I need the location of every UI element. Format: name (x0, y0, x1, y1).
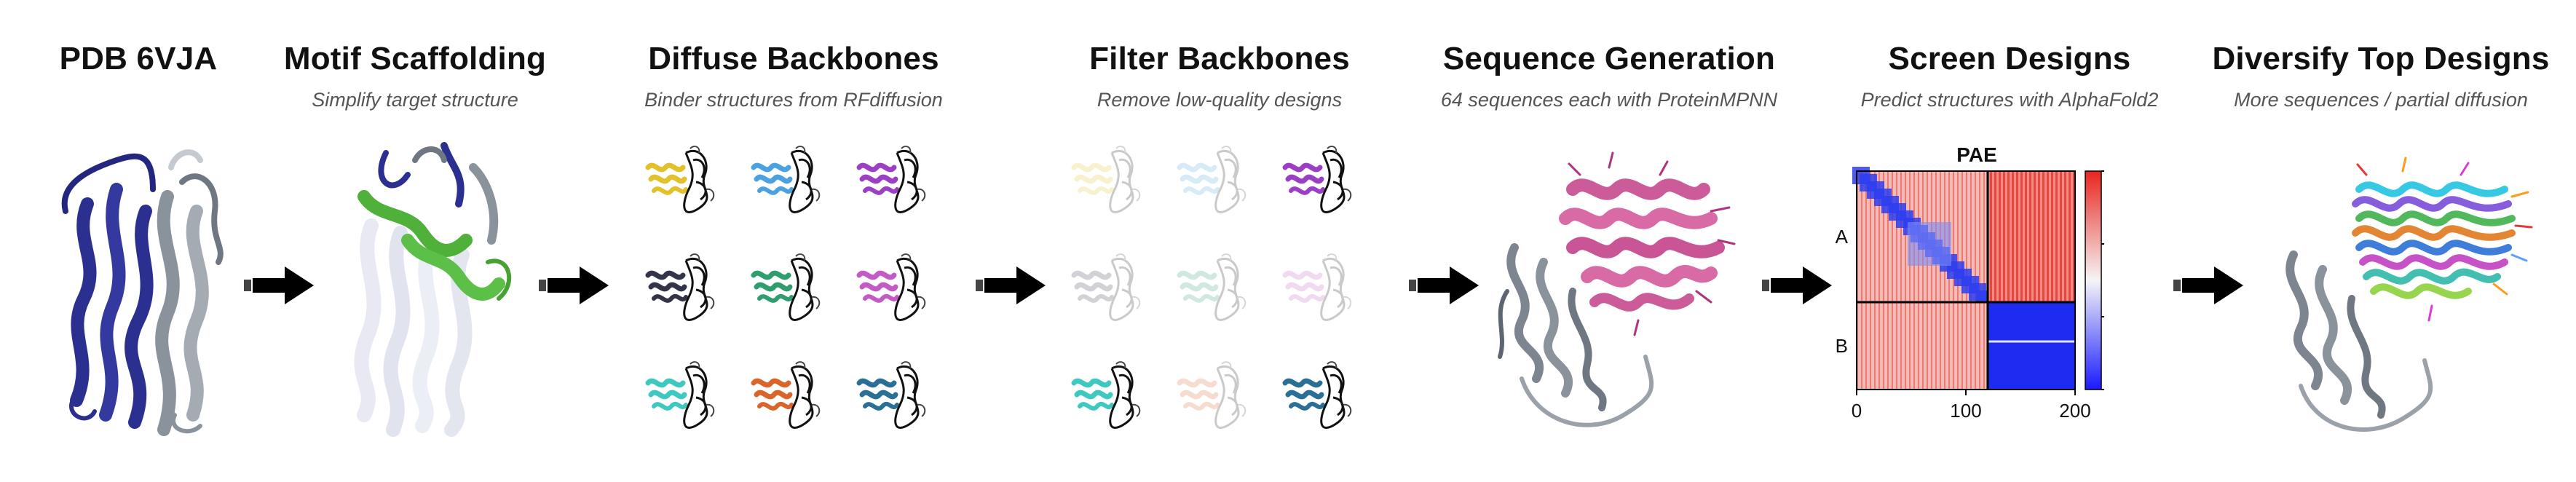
designed-complex-image (1498, 151, 1736, 427)
arrow-right-icon (976, 266, 1046, 304)
backbone-thumbnail (751, 361, 821, 429)
backbone-thumbnail (856, 253, 926, 321)
backbone-thumbnail (751, 146, 821, 213)
backbone-thumbnail (645, 253, 715, 321)
backbone-thumbnail (1282, 253, 1352, 321)
row-label-b: B (1836, 335, 1848, 357)
x-tick-label: 100 (1950, 400, 1981, 422)
backbone-thumbnail (1177, 361, 1246, 429)
backbone-thumbnail (856, 146, 926, 213)
arrow-right-icon (1762, 266, 1832, 304)
panel-subtitle: Simplify target structure (312, 89, 518, 111)
backbone-thumbnail (1177, 253, 1246, 321)
diversified-ensemble-image (2285, 157, 2533, 432)
panel-title: Motif Scaffolding (283, 41, 547, 76)
panel-pdb: PDB 6VJA (29, 0, 248, 482)
motif-structure-image (354, 142, 512, 437)
arrow-right-icon (539, 266, 609, 304)
panel-filter-backbones: Filter Backbones Remove low-quality desi… (1048, 0, 1391, 482)
pae-title: PAE (1956, 143, 1997, 166)
backbone-grid (645, 146, 926, 429)
arrow-right-icon (244, 266, 314, 304)
pae-heatmap: PAE AB01002000102030 (1836, 143, 2104, 422)
arrow-right-icon (2173, 266, 2243, 304)
backbone-thumbnail (1282, 146, 1352, 213)
panel-sequence-generation: Sequence Generation 64 sequences each wi… (1427, 0, 1791, 482)
panel-title: Sequence Generation (1442, 41, 1776, 76)
panel-title: Diversify Top Designs (2212, 41, 2550, 76)
panel-title: PDB 6VJA (59, 41, 218, 76)
x-tick-label: 0 (1852, 400, 1862, 422)
backbone-thumbnail (645, 146, 715, 213)
panel-subtitle: 64 sequences each with ProteinMPNN (1440, 89, 1778, 111)
backbone-thumbnail (1071, 253, 1141, 321)
panel-motif-scaffolding: Motif Scaffolding Simplify target struct… (269, 0, 561, 482)
panel-subtitle: Binder structures from RFdiffusion (644, 89, 943, 111)
backbone-thumbnail (1071, 146, 1141, 213)
panel-title: Screen Designs (1888, 41, 2131, 76)
filtered-backbone-grid (1071, 146, 1352, 429)
backbone-thumbnail (1071, 361, 1141, 429)
colorbar (2085, 170, 2102, 390)
backbone-thumbnail (751, 253, 821, 321)
backbone-thumbnail (1177, 146, 1246, 213)
panel-screen-designs: Screen Designs Predict structures with A… (1835, 0, 2184, 482)
protein-structure-image (61, 149, 224, 436)
row-label-a: A (1836, 226, 1849, 248)
panel-subtitle: Predict structures with AlphaFold2 (1860, 89, 2159, 111)
backbone-thumbnail (645, 361, 715, 429)
panel-diversify-top-designs: Diversify Top Designs More sequences / p… (2192, 0, 2570, 482)
panel-diffuse-backbones: Diffuse Backbones Binder structures from… (619, 0, 968, 482)
x-tick-label: 200 (2059, 400, 2090, 422)
panel-subtitle: Remove low-quality designs (1097, 89, 1343, 111)
panel-title: Filter Backbones (1089, 41, 1350, 76)
arrow-right-icon (1409, 266, 1479, 304)
panel-subtitle: More sequences / partial diffusion (2234, 89, 2528, 111)
backbone-thumbnail (856, 361, 926, 429)
backbone-thumbnail (1282, 361, 1352, 429)
panel-title: Diffuse Backbones (648, 41, 939, 76)
